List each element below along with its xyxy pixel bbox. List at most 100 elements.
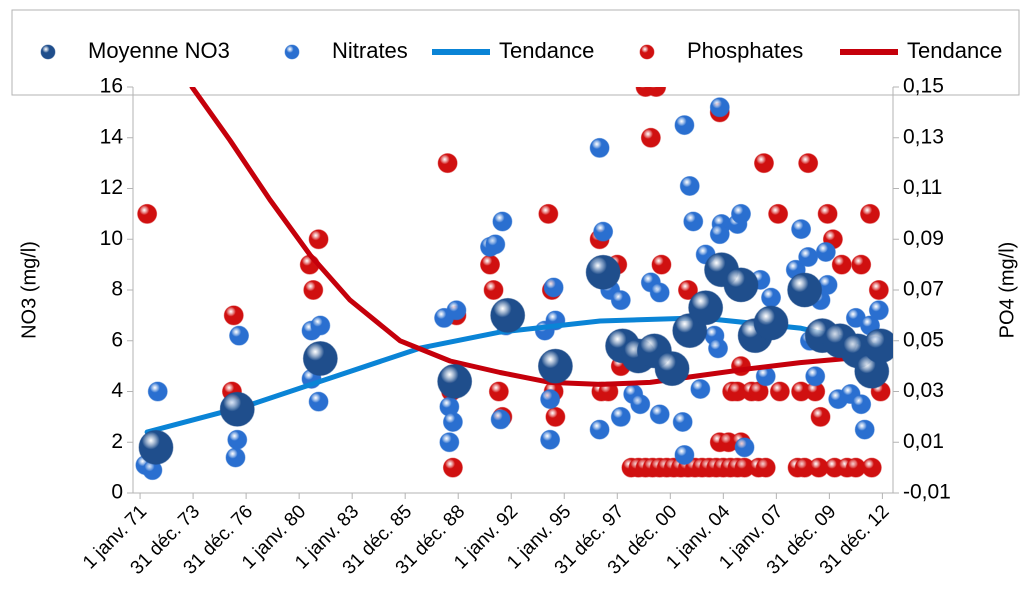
point	[672, 411, 693, 432]
y2-tick-label: 0,15	[903, 75, 944, 98]
point	[437, 363, 473, 399]
point	[709, 224, 730, 245]
point	[755, 457, 776, 478]
point	[723, 267, 759, 303]
point	[308, 391, 329, 412]
point	[787, 272, 823, 308]
legend-label: Nitrates	[332, 38, 408, 63]
point	[646, 87, 667, 97]
point	[761, 287, 782, 308]
y-tick-label: 10	[100, 227, 123, 250]
point	[483, 280, 504, 300]
point	[138, 429, 174, 465]
y2-tick-label: 0,07	[903, 278, 944, 301]
point	[545, 406, 566, 427]
point	[589, 137, 610, 158]
point	[303, 280, 324, 300]
y2-tick-label: 0,11	[903, 176, 942, 199]
y-tick-label: 2	[111, 430, 123, 453]
point	[831, 254, 852, 275]
point	[227, 429, 248, 450]
point	[480, 254, 501, 275]
legend-label: Tendance	[907, 38, 1002, 63]
point	[437, 153, 458, 174]
point	[734, 437, 755, 458]
point	[851, 394, 872, 415]
point	[683, 211, 704, 232]
point	[640, 127, 661, 148]
point	[688, 290, 724, 326]
point	[302, 341, 338, 377]
point	[610, 406, 631, 427]
point	[537, 348, 573, 384]
y-axis-label: NO3 (mg/l)	[18, 241, 40, 339]
point	[708, 338, 729, 359]
point	[654, 351, 690, 387]
legend-marker	[284, 44, 300, 60]
point	[753, 153, 774, 174]
point	[225, 447, 246, 468]
point	[490, 297, 526, 333]
y2-tick-label: 0,03	[903, 379, 944, 402]
point	[310, 315, 331, 336]
point	[868, 280, 889, 300]
point	[538, 203, 559, 224]
point	[863, 328, 893, 364]
point	[223, 305, 244, 326]
y2-axis-label: PO4 (mg/l)	[996, 242, 1018, 339]
y2-tick-label: -0,01	[903, 481, 951, 504]
point	[442, 411, 463, 432]
y-tick-label: 14	[100, 125, 124, 148]
y-tick-label: 12	[100, 176, 123, 199]
point	[674, 444, 695, 465]
point	[442, 457, 463, 478]
point	[488, 381, 509, 402]
point	[585, 254, 621, 290]
point	[690, 378, 711, 399]
point	[851, 254, 872, 275]
point	[540, 429, 561, 450]
point	[543, 277, 564, 298]
y-tick-label: 4	[111, 379, 123, 402]
point	[768, 203, 789, 224]
point	[610, 290, 631, 311]
point	[674, 115, 695, 136]
point	[709, 97, 730, 118]
point	[630, 394, 651, 415]
point	[649, 282, 670, 303]
point	[791, 219, 812, 240]
y2-tick-label: 0,05	[903, 328, 944, 351]
legend-label: Moyenne NO3	[88, 38, 230, 63]
point	[679, 175, 700, 196]
legend-label: Tendance	[499, 38, 594, 63]
point	[593, 221, 614, 242]
point	[769, 381, 790, 402]
legend-marker	[40, 44, 56, 60]
point	[446, 300, 467, 321]
y2-tick-label: 0,13	[903, 125, 944, 148]
y-tick-label: 0	[111, 481, 123, 504]
y2-tick-label: 0,09	[903, 227, 944, 250]
point	[677, 280, 698, 300]
point	[731, 203, 751, 224]
point	[540, 389, 561, 410]
point	[805, 366, 826, 387]
point	[308, 229, 329, 250]
point	[817, 203, 838, 224]
point	[439, 432, 460, 453]
point	[854, 419, 875, 440]
point	[137, 203, 158, 224]
legend-marker	[639, 44, 655, 60]
legend-label: Phosphates	[687, 38, 803, 63]
point	[219, 391, 255, 427]
point	[649, 404, 670, 425]
point	[868, 300, 889, 321]
point	[147, 381, 168, 402]
y-tick-label: 16	[100, 75, 123, 98]
point	[798, 153, 819, 174]
plot-area	[135, 87, 893, 481]
trend-line	[189, 87, 884, 387]
point	[815, 241, 836, 262]
